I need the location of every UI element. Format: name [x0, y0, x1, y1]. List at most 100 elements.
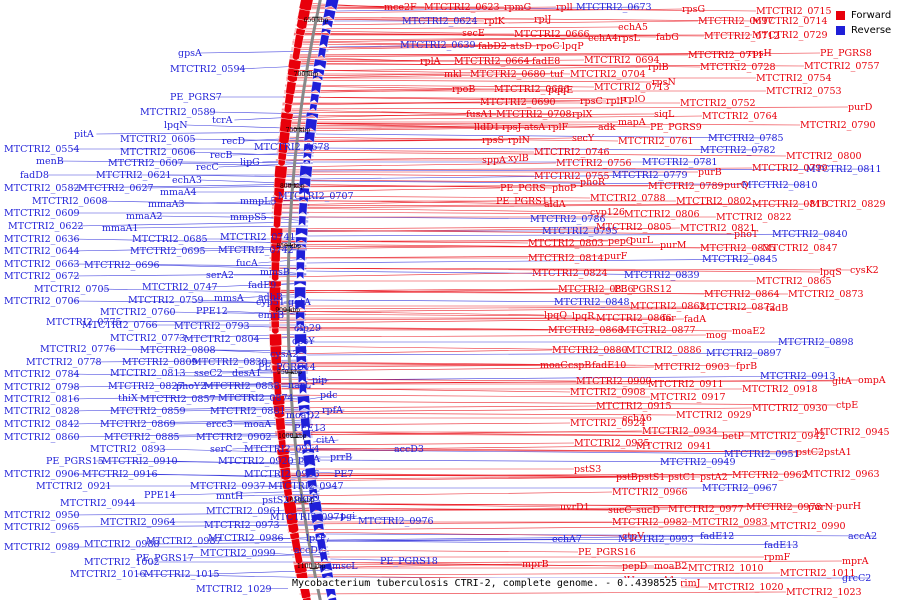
reverse-gene-label: recC [196, 162, 219, 173]
forward-gene-label: MTCTRI2_0680 [470, 69, 546, 80]
forward-connector-line [295, 20, 699, 26]
reverse-connector-line [307, 366, 309, 370]
reverse-gene-label: mmpS5 [230, 212, 267, 223]
forward-gene-label: rpmF [764, 552, 791, 563]
forward-gene-label: lpqR [572, 311, 595, 322]
reverse-connector-line [71, 373, 309, 379]
reverse-gene-label: MTCTRI2_0947 [268, 481, 344, 492]
forward-gene-label: rpsJ [502, 122, 521, 133]
reverse-gene-glyph [297, 370, 307, 384]
reverse-gene-label: accD3 [394, 444, 424, 455]
forward-connector-line [270, 362, 541, 366]
reverse-connector-line [163, 174, 312, 178]
forward-connector-line [269, 267, 851, 271]
reverse-gene-glyph [312, 74, 324, 82]
reverse-gene-label: cysA2 [270, 349, 298, 360]
reverse-gene-glyph [298, 383, 307, 395]
forward-gene-label: lpqQ [544, 310, 567, 321]
forward-gene-label: rpsS [482, 135, 504, 146]
reverse-gene-label: MTCTRI2_0860 [4, 432, 80, 443]
forward-connector-line [292, 37, 619, 43]
reverse-gene-glyph [319, 551, 329, 564]
forward-gene-label: atsD [510, 41, 532, 52]
forward-gene-label: PE_PGRS9 [650, 122, 702, 133]
reverse-connector-line [187, 138, 316, 142]
reverse-gene-label: PPE13 [294, 423, 326, 434]
forward-connector-line [269, 272, 533, 278]
forward-connector-line [271, 387, 571, 393]
reverse-gene-label: MTCTRI2_0678 [254, 142, 330, 153]
forward-connector-line [279, 474, 701, 478]
reverse-gene-label: mmaA1 [102, 223, 139, 234]
forward-gene-label: PE_PGRS8 [820, 48, 872, 59]
forward-connector-line [286, 73, 551, 79]
reverse-gene-glyph [298, 404, 311, 412]
reverse-gene-glyph [298, 215, 307, 227]
reverse-connector-line [218, 162, 313, 168]
forward-connector-line [279, 473, 805, 477]
forward-gene-label: MTCTRI2_0764 [702, 111, 778, 122]
forward-gene-label: MTCTRI2_1023 [786, 587, 862, 598]
forward-swatch [836, 11, 845, 20]
reverse-gene-label: MTCTRI2_0936 [244, 469, 320, 480]
forward-connector-line [270, 227, 681, 233]
forward-connector-line [280, 113, 467, 119]
reverse-gene-label: PPE12 [196, 306, 228, 317]
reverse-gene-label: MTCTRI2_0594 [170, 64, 246, 75]
forward-gene-label: atsA [524, 122, 545, 133]
forward-connector-line [285, 85, 549, 91]
reverse-gene-label: MTCTRI2_0784 [4, 369, 80, 380]
scale-tick-label: 700 kbp [294, 71, 319, 78]
forward-gene-glyph [271, 327, 280, 336]
reverse-gene-label: MTCTRI2_0621 [96, 170, 172, 181]
forward-gene-label: sucD [636, 505, 660, 516]
scale-tick-label: 650 kbp [304, 17, 329, 24]
forward-gene-label: cspB [568, 360, 591, 371]
reverse-connector-line [312, 427, 323, 433]
forward-gene-label: fusA1 [466, 109, 493, 120]
reverse-gene-label: MTCTRI2_0798 [4, 382, 80, 393]
forward-gene-label: MTCTRI2_0708 [496, 109, 572, 120]
forward-gene-label: xylB [508, 153, 529, 164]
reverse-gene-label: MTCTRI2_0951 [724, 449, 800, 460]
reverse-gene-label: MTCTRI2_0827 [108, 381, 184, 392]
forward-connector-line [283, 96, 625, 100]
reverse-gene-label: MTCTRI2_0842 [4, 419, 80, 430]
reverse-gene-label: PE7 [334, 469, 353, 480]
scale-tick-label: 1100 kbp [297, 563, 326, 570]
forward-gene-label: lpqS [820, 267, 842, 278]
forward-gene-label: rplN [508, 135, 530, 146]
forward-connector-line [272, 203, 753, 207]
reverse-gene-label: MTCTRI2_0920 [218, 456, 294, 467]
reverse-gene-label: MTCTRI2_1016 [70, 569, 146, 580]
reverse-gene-label: MTCTRI2_0971 [270, 512, 346, 523]
forward-connector-line [288, 59, 585, 63]
forward-gene-glyph [292, 47, 302, 62]
forward-connector-line [270, 364, 593, 368]
reverse-gene-glyph [295, 355, 307, 364]
forward-gene-label: purL [630, 235, 654, 246]
forward-connector-line [272, 195, 591, 199]
forward-gene-label: rpoC [536, 41, 560, 52]
reverse-gene-label: mmaA2 [126, 211, 163, 222]
reverse-gene-label: MTCTRI2_0554 [4, 144, 80, 155]
reverse-connector-line [200, 50, 329, 54]
forward-gene-label: MTCTRI2_0829 [810, 199, 886, 210]
forward-gene-label: phoP [552, 183, 577, 194]
forward-gene-label: sucC [608, 505, 632, 516]
reverse-connector-line [221, 370, 308, 374]
forward-gene-label: mprB [522, 559, 549, 570]
reverse-gene-glyph [298, 196, 309, 203]
forward-connector-line [283, 502, 561, 508]
reverse-gene-label: MTCTRI2_0949 [660, 457, 736, 468]
reverse-gene-label: MTCTRI2_0964 [100, 517, 176, 528]
forward-gene-label: rimJ [680, 578, 701, 589]
reverse-connector-line [323, 515, 357, 521]
forward-gene-label: pqqE [548, 85, 573, 96]
forward-connector-line [272, 199, 545, 205]
forward-gene-label: moaC [540, 360, 568, 371]
forward-connector-line [292, 43, 563, 47]
forward-gene-label: MTCTRI2_0962 [732, 470, 808, 481]
forward-connector-line [276, 442, 575, 446]
reverse-gene-label: pknD [294, 493, 320, 504]
